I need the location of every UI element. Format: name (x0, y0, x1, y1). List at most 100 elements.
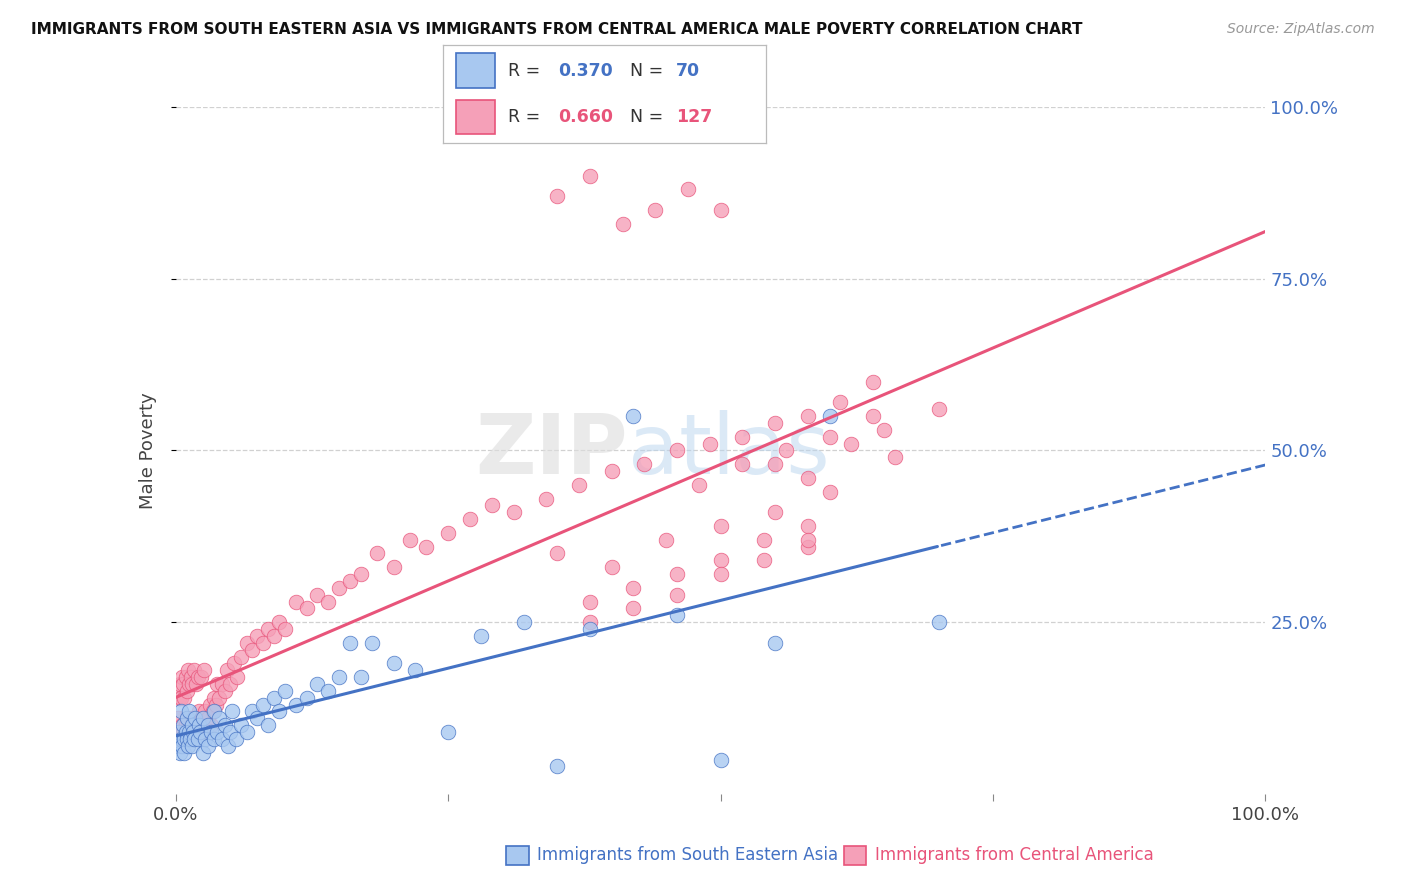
Point (180, 670, 202, 684)
Point (676, 182, 699, 196)
Point (214, 718, 236, 732)
Point (796, 519, 818, 533)
Point (208, 711, 231, 725)
Text: IMMIGRANTS FROM SOUTH EASTERN ASIA VS IMMIGRANTS FROM CENTRAL AMERICA MALE POVER: IMMIGRANTS FROM SOUTH EASTERN ASIA VS IM… (31, 22, 1083, 37)
Point (183, 731, 205, 746)
Point (167, 739, 190, 753)
Point (186, 731, 209, 746)
Point (731, 430, 754, 444)
Point (295, 601, 318, 615)
Point (263, 690, 285, 705)
Point (307, 588, 329, 602)
Point (579, 169, 602, 183)
Point (211, 731, 233, 746)
Point (437, 525, 460, 540)
Point (754, 553, 776, 567)
Point (274, 683, 297, 698)
Point (231, 649, 253, 664)
Point (186, 670, 209, 684)
Bar (456, 54, 495, 87)
Point (458, 512, 481, 526)
Point (172, 718, 194, 732)
Point (174, 718, 197, 732)
Point (225, 670, 247, 684)
Point (763, 416, 786, 430)
Point (176, 725, 198, 739)
Point (240, 642, 263, 657)
Point (263, 629, 285, 643)
Point (579, 594, 602, 608)
Point (169, 677, 191, 691)
Point (205, 698, 228, 712)
Point (796, 540, 818, 554)
Point (884, 450, 907, 465)
Point (186, 718, 209, 732)
Point (666, 608, 689, 623)
Point (200, 725, 222, 739)
Point (172, 718, 194, 732)
Point (181, 711, 204, 725)
Point (763, 636, 786, 650)
Point (172, 677, 194, 691)
Point (818, 409, 841, 423)
Point (666, 443, 689, 458)
Point (710, 553, 733, 567)
Point (775, 443, 797, 458)
Point (928, 615, 950, 630)
Point (183, 718, 205, 732)
Point (173, 731, 195, 746)
Point (174, 670, 197, 684)
Point (257, 718, 280, 732)
Text: Source: ZipAtlas.com: Source: ZipAtlas.com (1227, 22, 1375, 37)
Point (621, 409, 644, 423)
Text: atlas: atlas (628, 410, 830, 491)
Point (181, 677, 204, 691)
Point (197, 711, 219, 725)
Point (194, 731, 217, 746)
Point (318, 594, 340, 608)
Point (183, 663, 205, 677)
Point (600, 464, 623, 478)
Point (208, 690, 231, 705)
Point (481, 499, 503, 513)
Point (405, 663, 427, 677)
Point (796, 533, 818, 547)
Point (579, 615, 602, 630)
Point (186, 677, 208, 691)
Point (350, 670, 373, 684)
Point (600, 560, 623, 574)
Point (177, 663, 200, 677)
Point (174, 725, 197, 739)
Point (191, 711, 214, 725)
Point (252, 698, 274, 712)
Text: 127: 127 (676, 108, 711, 126)
Point (190, 670, 212, 684)
Point (170, 731, 193, 746)
Text: 0.660: 0.660 (558, 108, 613, 126)
Point (173, 746, 195, 760)
Point (710, 519, 733, 533)
Text: Immigrants from South Eastern Asia: Immigrants from South Eastern Asia (537, 847, 838, 864)
Point (211, 677, 233, 691)
Point (222, 657, 245, 671)
Point (231, 718, 253, 732)
Text: N =: N = (630, 108, 669, 126)
Point (177, 725, 200, 739)
Y-axis label: Male Poverty: Male Poverty (139, 392, 157, 508)
Point (284, 594, 307, 608)
Point (177, 705, 200, 719)
Point (382, 560, 405, 574)
Point (187, 705, 209, 719)
Point (928, 402, 950, 417)
Point (179, 731, 201, 746)
Point (666, 567, 689, 582)
Point (830, 395, 852, 409)
Point (193, 663, 215, 677)
Point (546, 759, 568, 773)
Point (188, 725, 211, 739)
Point (818, 430, 841, 444)
Point (172, 725, 194, 739)
Text: R =: R = (508, 108, 546, 126)
Point (173, 731, 195, 746)
Point (796, 409, 818, 423)
